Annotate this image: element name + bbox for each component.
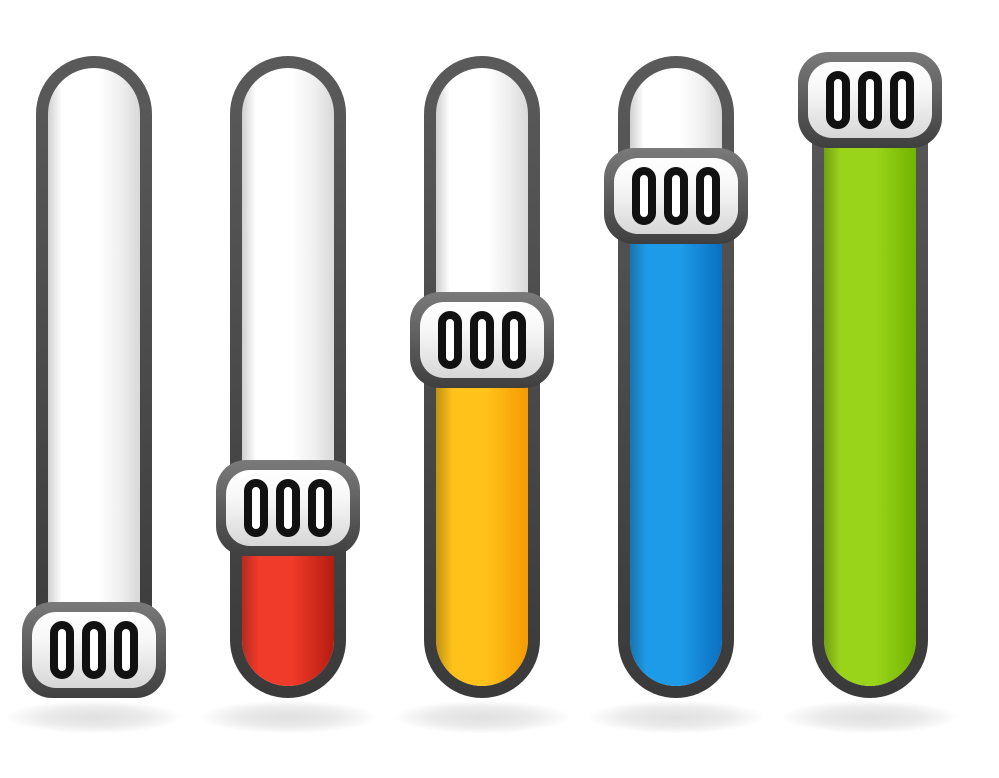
slider-fill (436, 340, 528, 686)
slider-thumb[interactable] (22, 602, 166, 698)
slider-track-inner (824, 68, 916, 686)
slider-shadow (780, 700, 960, 734)
slider-track-empty (48, 68, 140, 686)
grip-icon (114, 621, 138, 679)
slider-thumb-face (226, 470, 350, 546)
grip-icon (826, 71, 850, 129)
slider-shadow (392, 700, 572, 734)
slider-3[interactable] (424, 0, 540, 778)
slider-thumb[interactable] (216, 460, 360, 556)
grip-icon (632, 167, 656, 225)
slider-track-inner (242, 68, 334, 686)
slider-track-inner (48, 68, 140, 686)
slider-shadow (4, 700, 184, 734)
grip-icon (470, 311, 494, 369)
slider-thumb[interactable] (604, 148, 748, 244)
slider-4[interactable] (618, 0, 734, 778)
slider-thumb-face (808, 62, 932, 138)
slider-thumb[interactable] (410, 292, 554, 388)
grip-icon (890, 71, 914, 129)
grip-icon (438, 311, 462, 369)
grip-icon (696, 167, 720, 225)
slider-1[interactable] (36, 0, 152, 778)
slider-thumb-face (32, 612, 156, 688)
grip-icon (308, 479, 332, 537)
slider-thumb[interactable] (798, 52, 942, 148)
grip-icon (664, 167, 688, 225)
grip-icon (858, 71, 882, 129)
slider-shadow (198, 700, 378, 734)
slider-bank (0, 0, 999, 778)
slider-thumb-face (614, 158, 738, 234)
slider-fill (630, 196, 722, 686)
slider-shadow (586, 700, 766, 734)
grip-icon (82, 621, 106, 679)
grip-icon (276, 479, 300, 537)
slider-5[interactable] (812, 0, 928, 778)
slider-2[interactable] (230, 0, 346, 778)
slider-fill (824, 100, 916, 686)
grip-icon (502, 311, 526, 369)
grip-icon (244, 479, 268, 537)
slider-thumb-face (420, 302, 544, 378)
grip-icon (50, 621, 74, 679)
